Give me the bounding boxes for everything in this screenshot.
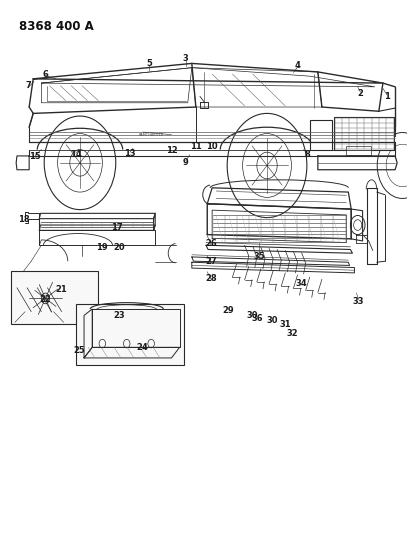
Text: 23: 23 (113, 311, 125, 320)
FancyBboxPatch shape (310, 120, 332, 150)
Text: 4: 4 (295, 61, 300, 70)
Text: 30: 30 (246, 311, 258, 320)
Text: 24: 24 (136, 343, 148, 352)
Text: 35: 35 (253, 253, 265, 261)
Text: 7: 7 (25, 81, 31, 90)
Text: 26: 26 (206, 239, 217, 248)
Text: 25: 25 (73, 346, 84, 355)
Text: 34: 34 (296, 279, 307, 288)
Text: 29: 29 (223, 305, 234, 314)
Text: 3: 3 (183, 54, 188, 62)
FancyBboxPatch shape (334, 117, 394, 150)
Text: 11: 11 (190, 142, 202, 151)
Text: 31: 31 (279, 320, 291, 329)
FancyBboxPatch shape (11, 271, 98, 324)
Text: 28: 28 (206, 273, 217, 282)
Text: 10: 10 (206, 142, 218, 151)
Text: 20: 20 (113, 244, 125, 253)
Text: 6: 6 (42, 70, 49, 78)
Text: 19: 19 (96, 244, 107, 253)
Text: 8: 8 (305, 150, 310, 159)
Text: 13: 13 (124, 149, 136, 158)
Text: 33: 33 (353, 296, 364, 305)
Text: 32: 32 (287, 329, 299, 338)
Text: 30: 30 (266, 316, 278, 325)
Text: 17: 17 (111, 223, 122, 232)
Text: 5: 5 (146, 59, 152, 68)
FancyBboxPatch shape (346, 147, 371, 155)
Text: 2: 2 (357, 89, 364, 98)
Text: 1: 1 (384, 92, 390, 101)
Text: 8368 400 A: 8368 400 A (19, 20, 94, 34)
Text: 21: 21 (55, 285, 67, 294)
Text: 12: 12 (166, 146, 177, 155)
Text: 22: 22 (40, 295, 51, 304)
Text: 18: 18 (18, 215, 30, 224)
Text: 15: 15 (29, 152, 41, 161)
FancyBboxPatch shape (76, 304, 184, 365)
Text: 9: 9 (183, 158, 188, 167)
Text: 27: 27 (206, 257, 217, 265)
Text: RAMCHARGER: RAMCHARGER (139, 133, 164, 136)
Text: 36: 36 (251, 313, 263, 322)
Text: 14: 14 (70, 150, 82, 159)
